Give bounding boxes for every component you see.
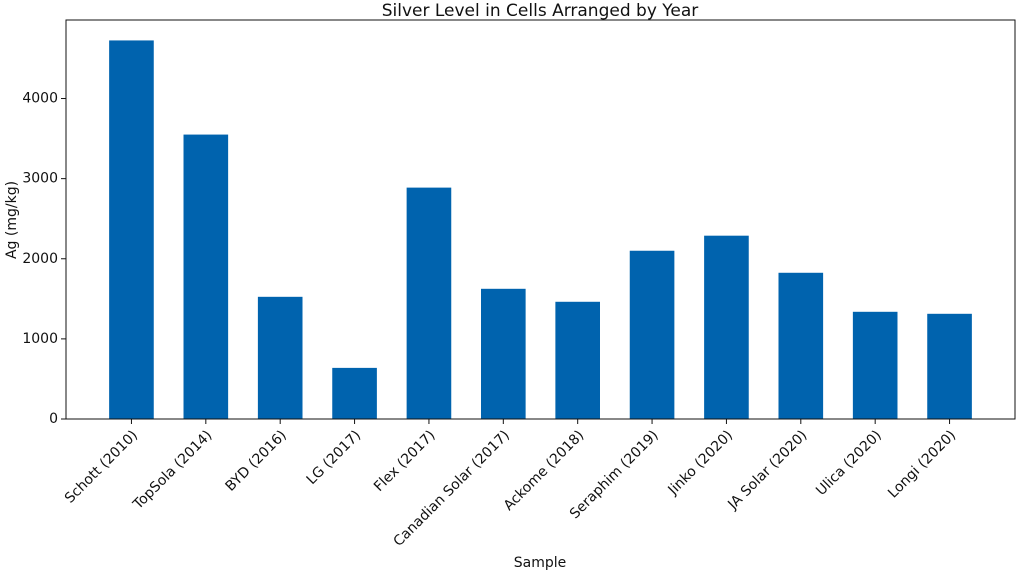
x-tick-label: Ulica (2020) [813,427,885,499]
x-tick-label: Jinko (2020) [665,427,736,498]
x-tick-label: JA Solar (2020) [724,427,810,513]
x-axis-label: Sample [514,555,567,571]
bar [629,250,675,419]
bar [555,301,600,419]
bar [183,134,229,419]
plot-frame [65,19,1016,420]
x-tick-label: Ackome (2018) [501,427,588,514]
bar [332,367,377,419]
y-axis-label: Ag (mg/kg) [4,181,20,259]
bar [406,187,452,419]
x-tick-label: Longi (2020) [885,427,959,501]
bar [927,313,972,419]
y-tick-label: 3000 [22,171,58,187]
y-tick-label: 4000 [22,91,58,107]
x-tick-label: BYD (2016) [223,427,290,494]
bar [481,288,526,419]
bar [257,296,303,419]
y-tick-label: 1000 [22,331,58,347]
bar [704,235,749,419]
bar [852,311,898,419]
bar [778,272,824,419]
y-tick-label: 0 [49,411,58,427]
x-tick-label: TopSola (2014) [130,427,216,513]
bar [109,40,154,419]
chart-title: Silver Level in Cells Arranged by Year [382,1,699,21]
x-tick-label: Schott (2010) [62,427,141,506]
y-tick-label: 2000 [22,251,58,267]
x-tick-label: LG (2017) [304,427,365,488]
x-tick-label: Flex (2017) [371,427,439,495]
